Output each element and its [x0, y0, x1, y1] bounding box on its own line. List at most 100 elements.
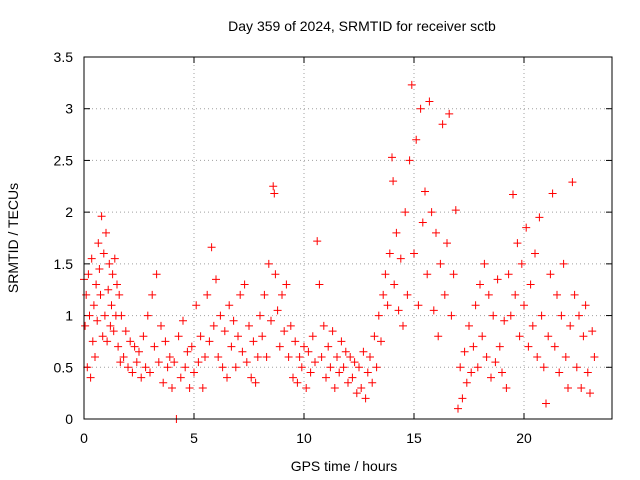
data-point [333, 352, 341, 361]
data-point [350, 358, 359, 367]
data-point [253, 352, 262, 361]
data-point [91, 352, 99, 361]
data-point [319, 321, 328, 330]
data-point [418, 218, 427, 227]
data-point [121, 327, 130, 336]
data-point [447, 311, 456, 320]
data-point [377, 337, 385, 346]
data-point [87, 254, 96, 263]
data-point [264, 259, 273, 268]
data-point [394, 306, 403, 315]
x-tick-label: 20 [516, 430, 532, 446]
data-point [81, 321, 90, 330]
data-point [403, 290, 412, 299]
data-point [526, 280, 535, 289]
data-point [502, 383, 511, 392]
data-point [82, 290, 91, 299]
data-point [555, 368, 564, 377]
data-point [300, 342, 308, 351]
data-point [374, 311, 383, 320]
data-point [390, 280, 399, 289]
data-point [537, 311, 546, 320]
data-point [105, 259, 114, 268]
data-point [212, 275, 220, 284]
data-point [396, 254, 405, 263]
data-point [247, 373, 256, 382]
data-point [590, 352, 599, 361]
data-point [401, 208, 410, 217]
data-point [143, 311, 152, 320]
data-point [93, 316, 102, 325]
data-point [550, 342, 559, 351]
data-point [201, 352, 209, 361]
data-point [170, 358, 179, 367]
data-point [280, 327, 289, 336]
data-point [256, 311, 264, 320]
data-point [267, 316, 275, 325]
data-point [83, 363, 92, 372]
data-point [511, 290, 520, 299]
data-point [260, 290, 269, 299]
data-point [471, 301, 480, 310]
data-point [579, 332, 588, 341]
data-point [427, 208, 436, 217]
data-point [218, 363, 227, 372]
data-point [115, 290, 124, 299]
data-point [183, 347, 192, 356]
data-point [436, 259, 445, 268]
data-point [216, 311, 225, 320]
data-point [94, 239, 103, 248]
data-point [207, 243, 216, 252]
data-point [535, 213, 544, 222]
data-point [405, 156, 414, 165]
data-point [96, 290, 105, 299]
data-point [262, 352, 271, 361]
data-point [304, 347, 313, 356]
data-point [432, 228, 440, 237]
data-point [227, 342, 236, 351]
data-point [181, 363, 190, 372]
data-point [568, 178, 577, 187]
data-point [102, 228, 110, 237]
data-point [130, 342, 139, 351]
data-point [414, 301, 423, 310]
data-point [179, 316, 187, 325]
data-point [423, 270, 432, 279]
y-tick-label: 1.5 [54, 256, 74, 272]
data-point [306, 368, 315, 377]
data-point [546, 270, 555, 279]
data-point [231, 363, 240, 372]
data-point [270, 189, 279, 198]
data-point [370, 332, 379, 341]
data-point [137, 373, 146, 382]
data-point [282, 280, 291, 289]
data-point [344, 378, 352, 387]
data-point [225, 301, 234, 310]
data-point [84, 270, 93, 279]
data-point [339, 363, 348, 372]
data-point [575, 311, 583, 320]
data-point [311, 358, 319, 367]
data-point [454, 404, 462, 413]
data-point [355, 363, 363, 372]
data-point [577, 383, 586, 392]
data-point [570, 290, 579, 299]
data-point [586, 389, 594, 398]
data-point [85, 311, 94, 320]
data-point [484, 290, 493, 299]
data-point [348, 373, 357, 382]
data-point [139, 332, 148, 341]
data-point [522, 223, 531, 232]
data-point [388, 153, 396, 162]
data-point [194, 358, 203, 367]
data-point [341, 347, 350, 356]
data-point [313, 237, 322, 246]
data-point [322, 373, 330, 382]
data-point [146, 368, 154, 377]
data-point [487, 373, 495, 382]
data-point [440, 290, 449, 299]
data-point [425, 97, 434, 106]
data-point [95, 265, 104, 274]
x-tick-label: 0 [80, 430, 88, 446]
